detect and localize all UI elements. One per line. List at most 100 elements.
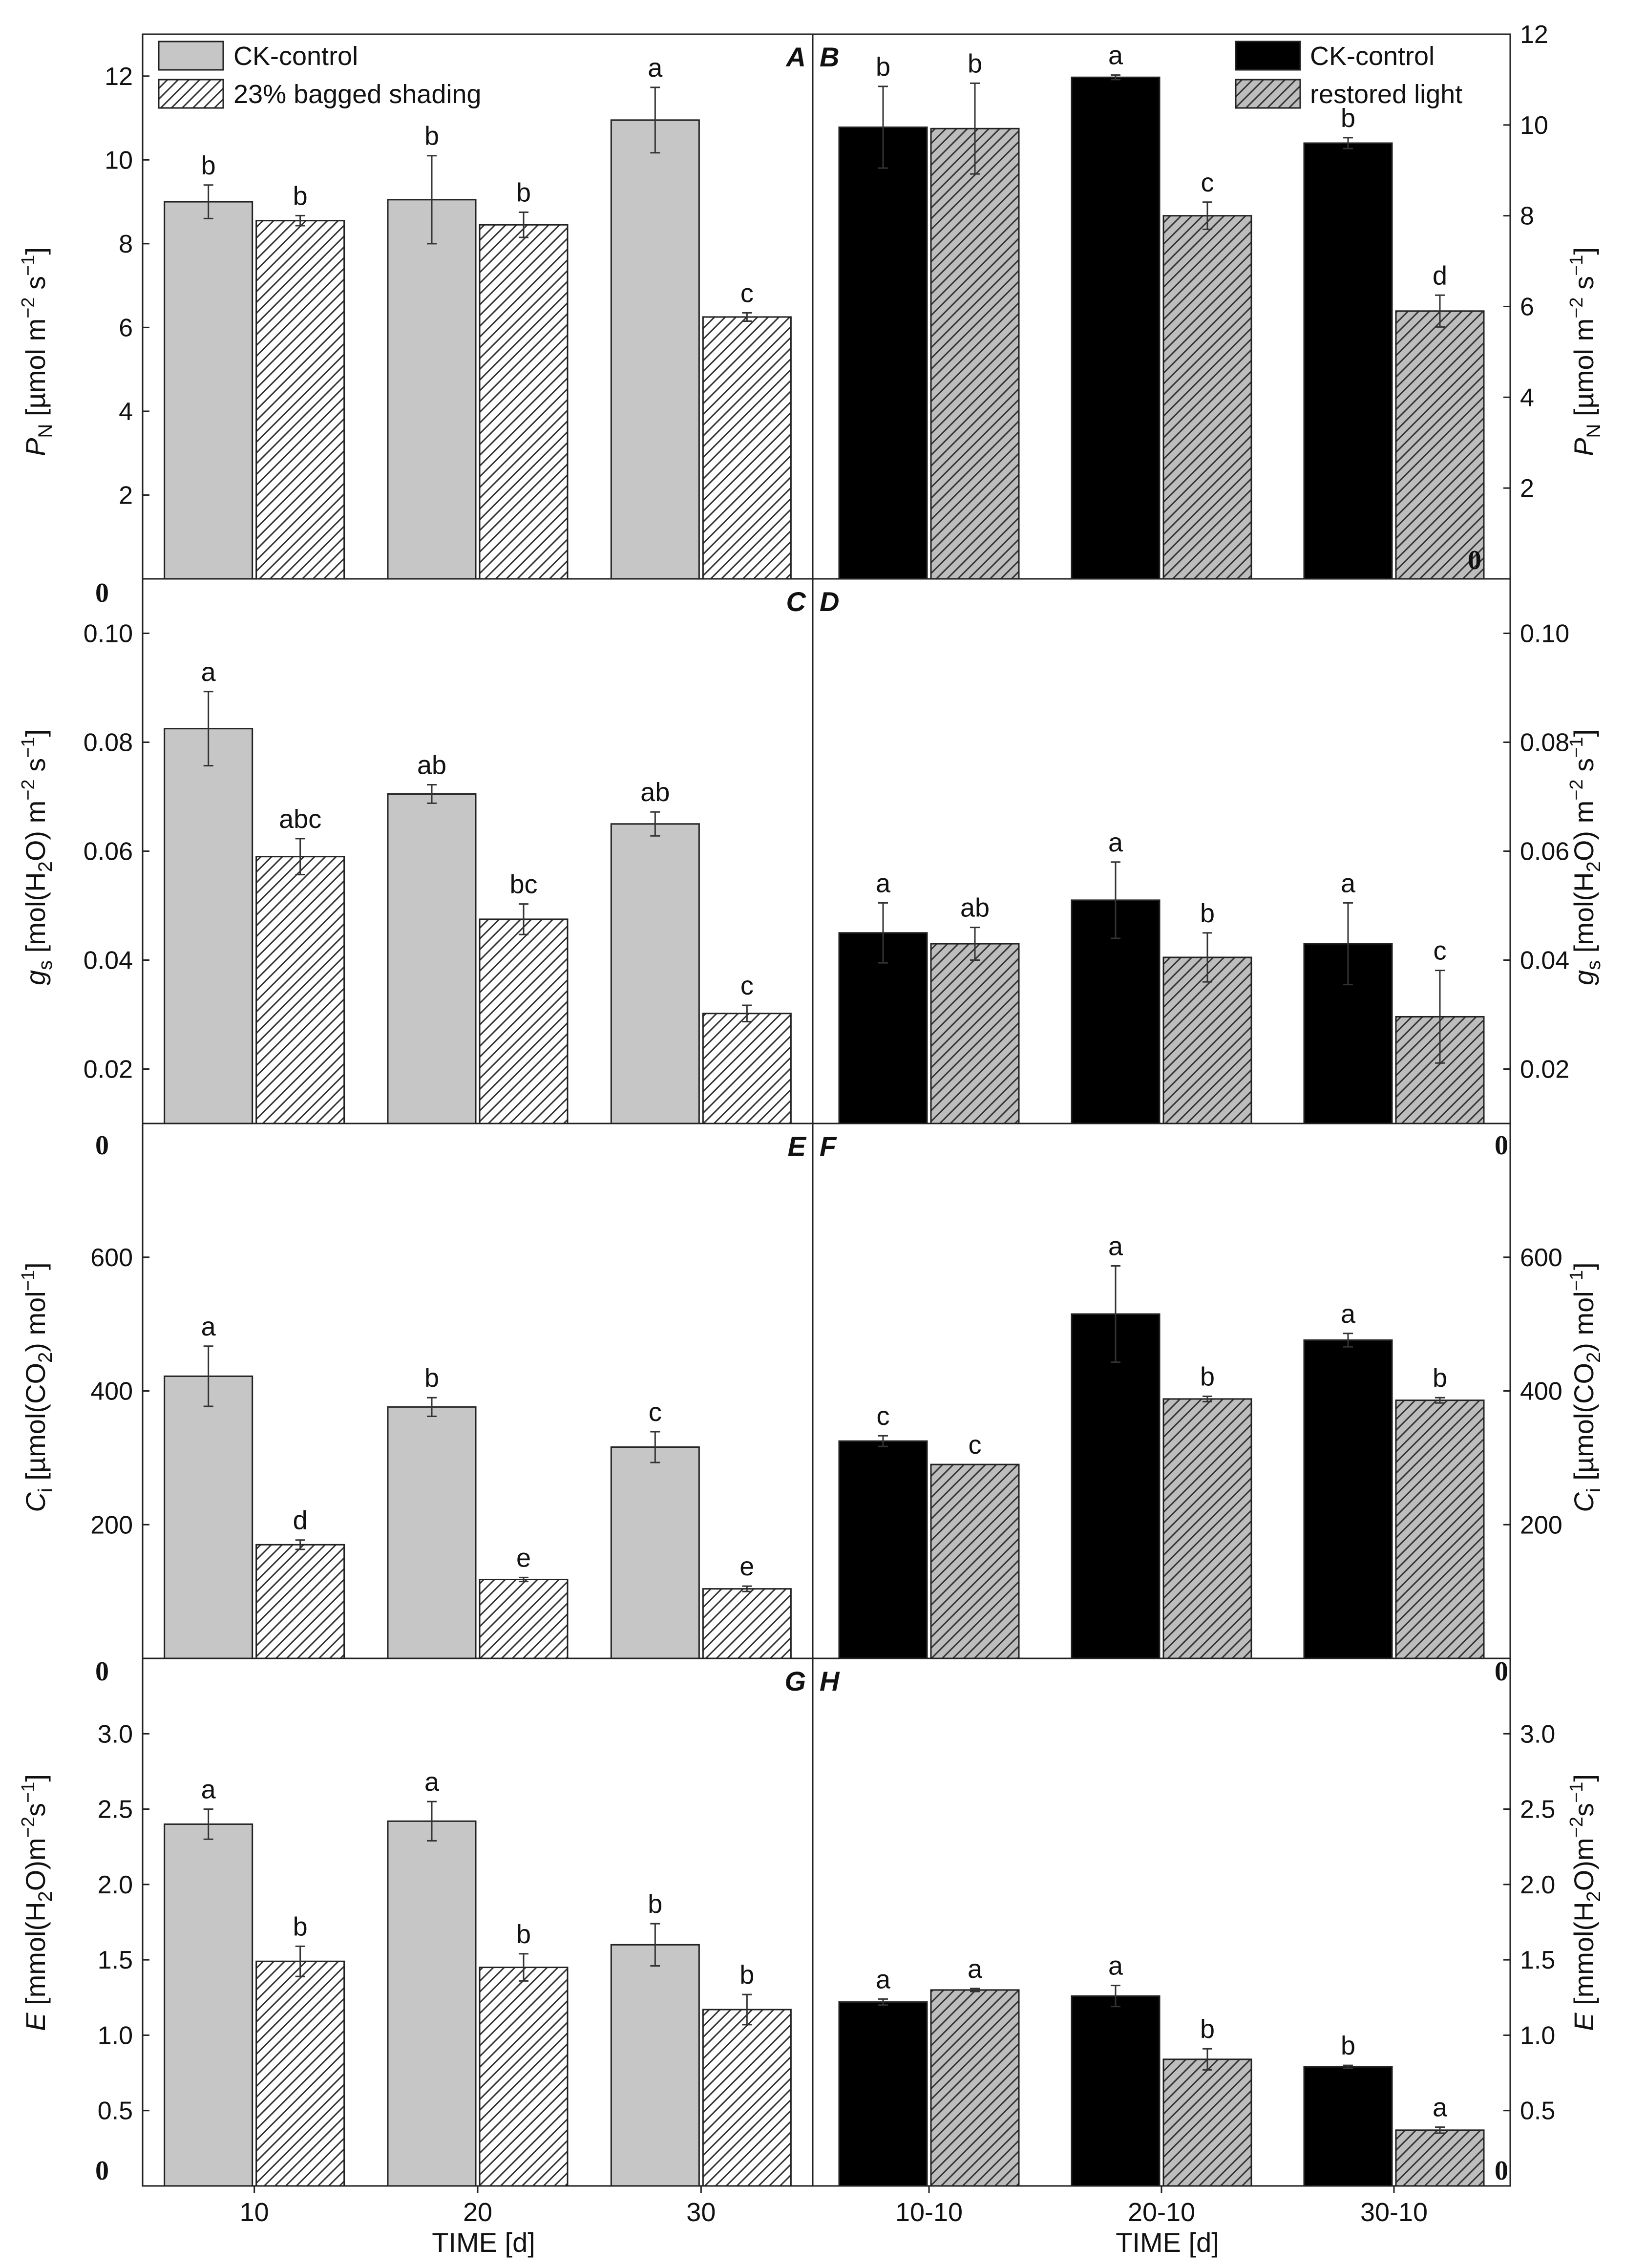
zero-label-right-2: 0 [1495,1130,1508,1161]
legend-label-ck-right: CK-control [1310,42,1435,71]
sig-label-c-0-2: ab [640,778,670,807]
sig-label-g-0-1: a [424,1767,440,1797]
bar-f-ck-1 [1071,1313,1161,1659]
zero-label-left-3: 0 [95,1656,109,1687]
sig-label-g-1-0: b [293,1912,308,1941]
y-tick-label-h-3: 2.0 [1520,1871,1555,1899]
legend-swatch-restored-right [1235,79,1301,109]
y-tick-label-h-4: 2.5 [1520,1796,1555,1824]
x-tick-label-h-1: 20-10 [1128,2198,1195,2227]
sig-label-d-0-1: a [1108,828,1123,857]
y-tick-label-h-0: 0.5 [1520,2097,1555,2125]
y-tick-label-h-5: 3.0 [1520,1720,1555,1748]
bar-g-ck-2 [610,1944,700,2187]
y-tick-label-e-1: 400 [90,1378,133,1406]
bar-a-ck-0 [164,201,253,580]
y-tick-label-d-2: 0.06 [1520,838,1569,866]
y-tick-label-f-1: 400 [1520,1378,1562,1406]
y-tick-label-g-5: 3.0 [98,1720,133,1748]
sig-label-b-0-1: a [1108,41,1123,70]
x-axis-title-left: TIME [d] [432,2227,535,2258]
sig-label-d-0-0: a [876,869,891,898]
y-tick-label-g-1: 1.0 [98,2021,133,2050]
sig-label-e-1-1: e [516,1543,531,1572]
bar-c-ck-1 [387,793,477,1124]
sig-label-a-1-1: b [516,178,531,208]
y-tick-label-d-4: 0.10 [1520,620,1569,648]
zero-label-left-4: 0 [95,2156,109,2186]
bar-b-ck-1 [1071,76,1161,580]
sig-label-b-1-0: b [968,49,982,78]
bar-b-restored-1 [1162,215,1252,580]
y-axis-title-e: Ci [µmol(CO2) mol−1] [18,1262,56,1512]
bar-d-restored-0 [930,943,1020,1124]
sig-label-a-0-0: b [201,151,216,180]
panel-letter-a: A [785,42,806,72]
sig-label-g-0-2: b [648,1889,662,1919]
sig-label-b-0-2: b [1341,104,1355,133]
y-axis-title-f: Ci [µmol(CO2) mol−1] [1566,1262,1604,1512]
y-tick-label-a-4: 10 [105,146,133,174]
sig-label-g-0-0: a [201,1775,216,1804]
sig-label-h-0-2: b [1341,2031,1355,2060]
bar-g-ck-0 [164,1823,253,2187]
bar-g-ck-1 [387,1820,477,2187]
legend-swatch-ck-left [158,41,224,71]
x-tick-label-h-2: 30-10 [1360,2198,1428,2227]
y-tick-label-c-0: 0.02 [84,1056,133,1084]
bar-f-restored-2 [1395,1399,1485,1659]
sig-label-e-1-0: d [293,1506,308,1535]
bar-f-restored-0 [930,1463,1020,1659]
bar-b-restored-0 [930,127,1020,580]
bar-a-shade-1 [479,224,569,580]
legend-swatch-ck-right [1235,41,1301,71]
panel-letter-e: E [788,1131,807,1162]
zero-label-right-1: 0 [1468,545,1481,575]
y-tick-label-f-2: 600 [1520,1244,1562,1272]
y-tick-label-a-1: 4 [119,398,133,426]
sig-label-e-0-1: b [424,1363,439,1393]
bar-e-shade-1 [479,1578,569,1659]
sig-label-f-0-0: c [877,1401,890,1431]
sig-label-h-1-1: b [1200,2014,1215,2044]
y-tick-label-a-3: 8 [119,230,133,258]
plot-area: 2 4 6 8 10 12 Ab b b b a c 2 4 6 8 10 12 B b b a c b d 0.02 0.04 0.… [84,21,1569,2227]
y-tick-label-d-1: 0.04 [1520,947,1569,975]
y-tick-label-b-1: 4 [1520,383,1534,412]
panel-g: 0.5 1.0 1.5 2.0 2.5 3.0 Ga b 10 a b 20 b b 30 [98,1657,814,2227]
bar-h-ck-0 [838,2001,928,2187]
sig-label-f-0-2: a [1341,1299,1356,1329]
panel-h: 0.5 1.0 1.5 2.0 2.5 3.0 Ha a 10-10 a b 20-10 b a 30-10 [812,1657,1555,2227]
bar-e-shade-2 [702,1588,792,1659]
x-tick-label-g-1: 20 [463,2198,492,2227]
y-tick-label-c-4: 0.10 [84,620,133,648]
sig-label-h-0-1: a [1108,1951,1123,1981]
y-axis-title-c: gs [mol(H2O) m−2 s−1] [18,729,56,985]
panel-a: 2 4 6 8 10 12 Ab b b b a c [105,33,814,580]
bar-c-shade-2 [702,1013,792,1124]
sig-label-a-1-2: c [740,278,754,308]
sig-label-c-1-1: bc [509,870,537,899]
y-tick-label-g-4: 2.5 [98,1796,133,1824]
bar-h-ck-1 [1071,1995,1161,2187]
legend-label-shade-left: 23% bagged shading [233,80,481,109]
y-axis-title-a: PN [µmol m−2 s−1] [18,247,56,456]
sig-label-h-1-0: a [968,1954,983,1984]
x-axis-title-right: TIME [d] [1116,2227,1219,2258]
y-tick-label-b-2: 6 [1520,293,1534,321]
y-tick-label-a-0: 2 [119,481,133,509]
sig-label-a-1-0: b [293,181,308,211]
bar-g-shade-2 [702,2009,792,2187]
y-tick-label-g-0: 0.5 [98,2097,133,2125]
bar-a-shade-0 [255,220,345,580]
x-tick-label-g-0: 10 [240,2198,269,2227]
bar-e-shade-0 [255,1544,345,1659]
bar-e-ck-2 [610,1446,700,1659]
y-tick-label-d-0: 0.02 [1520,1056,1569,1084]
bar-e-ck-0 [164,1375,253,1659]
sig-label-a-0-1: b [424,122,439,151]
bar-c-ck-0 [164,728,253,1124]
y-tick-label-e-0: 200 [90,1511,133,1539]
